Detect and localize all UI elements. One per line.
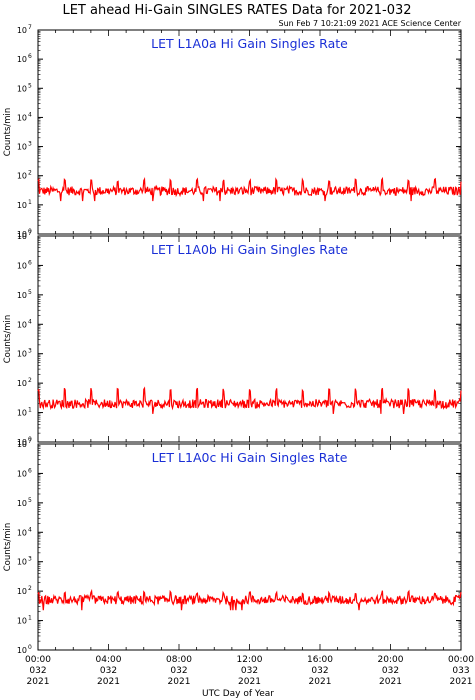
- x-tick-time: 04:00: [96, 655, 122, 665]
- y-tick-exponent: 3: [28, 348, 32, 355]
- y-tick-exponent: 1: [28, 615, 32, 622]
- x-tick-time: 12:00: [237, 655, 263, 665]
- x-tick-doy: 032: [382, 666, 399, 676]
- x-tick-year: 2021: [238, 677, 261, 687]
- x-tick-year: 2021: [450, 677, 473, 687]
- y-tick-exponent: 4: [28, 526, 32, 533]
- y-tick-exponent: 1: [28, 407, 32, 414]
- y-tick-label: 10: [17, 230, 27, 239]
- y-tick-exponent: 5: [28, 497, 32, 504]
- y-tick-exponent: 6: [28, 53, 32, 60]
- y-tick-label: 10: [17, 558, 27, 567]
- y-tick-label: 10: [17, 469, 27, 478]
- x-tick-time: 00:00: [448, 655, 474, 665]
- y-tick-label: 10: [17, 232, 27, 241]
- y-tick-exponent: 2: [28, 170, 32, 177]
- y-tick-exponent: 2: [28, 377, 32, 384]
- y-tick-label: 10: [17, 379, 27, 388]
- panel-title: LET L1A0a Hi Gain Singles Rate: [151, 36, 348, 51]
- y-axis-label: Counts/min: [3, 108, 13, 157]
- y-tick-exponent: 2: [28, 585, 32, 592]
- y-axis-label: Counts/min: [3, 523, 13, 572]
- x-tick-time: 20:00: [378, 655, 404, 665]
- y-tick-label: 10: [17, 201, 27, 210]
- y-tick-label: 10: [17, 438, 27, 447]
- y-tick-label: 10: [17, 26, 27, 35]
- y-tick-exponent: 1: [28, 199, 32, 206]
- series-line: [37, 588, 462, 611]
- y-tick-exponent: 3: [28, 556, 32, 563]
- y-tick-label: 10: [17, 320, 27, 329]
- x-tick-time: 00:00: [25, 655, 51, 665]
- chart-timestamp: Sun Feb 7 10:21:09 2021 ACE Science Cent…: [279, 19, 462, 28]
- y-tick-exponent: 7: [28, 230, 32, 237]
- y-tick-label: 10: [17, 499, 27, 508]
- y-tick-label: 10: [17, 587, 27, 596]
- x-tick-doy: 032: [311, 666, 328, 676]
- y-tick-exponent: 3: [28, 141, 32, 148]
- y-tick-label: 10: [17, 528, 27, 537]
- panel-frame: [37, 29, 462, 235]
- x-tick-time: 16:00: [307, 655, 333, 665]
- x-tick-doy: 033: [452, 666, 469, 676]
- y-tick-label: 10: [17, 617, 27, 626]
- y-tick-exponent: 4: [28, 318, 32, 325]
- y-tick-label: 10: [17, 440, 27, 449]
- series-line: [37, 386, 462, 414]
- x-tick-doy: 032: [100, 666, 117, 676]
- x-tick-year: 2021: [379, 677, 402, 687]
- panel-frame: [37, 443, 462, 651]
- y-tick-label: 10: [17, 646, 27, 655]
- y-tick-exponent: 4: [28, 111, 32, 118]
- y-tick-label: 10: [17, 55, 27, 64]
- series-line: [37, 176, 462, 202]
- y-tick-label: 10: [17, 143, 27, 152]
- y-tick-label: 10: [17, 350, 27, 359]
- panel-title: LET L1A0c Hi Gain Singles Rate: [152, 450, 348, 465]
- y-tick-exponent: 0: [28, 644, 32, 651]
- y-tick-exponent: 5: [28, 82, 32, 89]
- panel-title: LET L1A0b Hi Gain Singles Rate: [151, 242, 348, 257]
- y-tick-exponent: 0: [28, 228, 32, 235]
- x-tick-year: 2021: [27, 677, 50, 687]
- y-tick-exponent: 5: [28, 289, 32, 296]
- y-tick-exponent: 0: [28, 436, 32, 443]
- x-tick-year: 2021: [97, 677, 120, 687]
- x-tick-year: 2021: [309, 677, 332, 687]
- y-tick-label: 10: [17, 172, 27, 181]
- x-tick-doy: 032: [170, 666, 187, 676]
- x-tick-time: 08:00: [166, 655, 192, 665]
- x-tick-doy: 032: [241, 666, 258, 676]
- x-tick-year: 2021: [168, 677, 191, 687]
- y-tick-label: 10: [17, 409, 27, 418]
- y-tick-label: 10: [17, 84, 27, 93]
- y-tick-exponent: 7: [28, 24, 32, 31]
- x-axis-label: UTC Day of Year: [202, 689, 274, 699]
- y-tick-label: 10: [17, 261, 27, 270]
- chart-header-title: LET ahead Hi-Gain SINGLES RATES Data for…: [62, 3, 411, 18]
- y-tick-exponent: 6: [28, 467, 32, 474]
- y-tick-label: 10: [17, 291, 27, 300]
- y-tick-exponent: 6: [28, 259, 32, 266]
- x-tick-doy: 032: [29, 666, 46, 676]
- y-tick-label: 10: [17, 113, 27, 122]
- y-axis-label: Counts/min: [3, 315, 13, 364]
- y-tick-exponent: 7: [28, 438, 32, 445]
- panel-frame: [37, 235, 462, 443]
